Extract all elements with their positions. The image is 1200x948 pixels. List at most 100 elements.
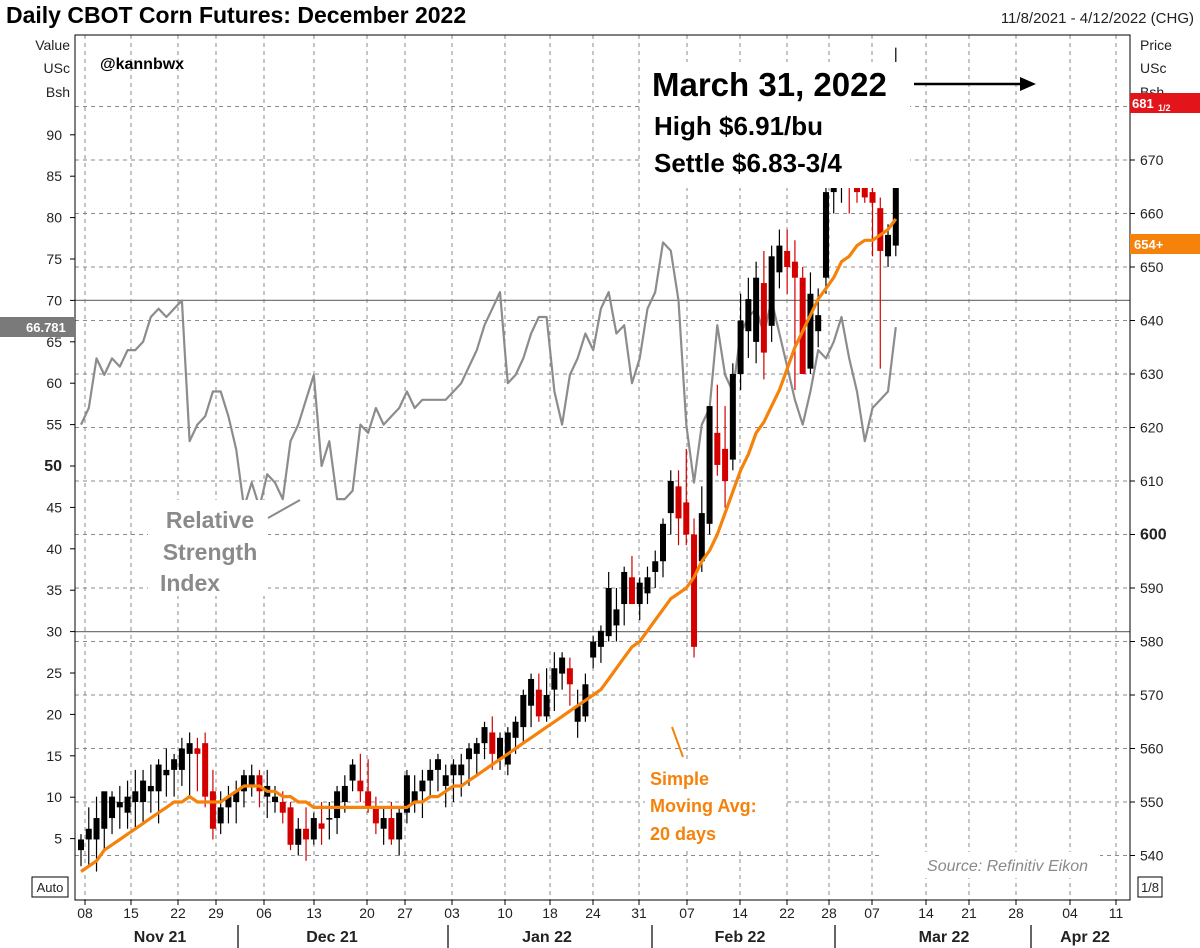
candle xyxy=(698,486,705,572)
candle xyxy=(194,737,201,792)
candle xyxy=(396,807,403,856)
rsi-label-pointer xyxy=(267,499,301,519)
candle xyxy=(675,470,682,546)
candle xyxy=(714,384,721,476)
candle-body xyxy=(543,695,550,717)
date-tick-label: 18 xyxy=(542,905,558,921)
candle-body xyxy=(349,764,356,781)
price-tick-label: 560 xyxy=(1140,741,1164,757)
candle xyxy=(132,769,139,829)
rsi-label-line-2: Strength xyxy=(163,539,258,565)
last-price-text: 681 xyxy=(1132,96,1154,111)
candle-body xyxy=(101,791,108,829)
candle-body xyxy=(551,668,558,690)
price-tick-label: 640 xyxy=(1140,313,1164,329)
candle-body xyxy=(147,785,154,792)
candle xyxy=(473,737,480,776)
candle xyxy=(442,764,449,808)
month-label: Jan 22 xyxy=(522,929,572,946)
date-tick-label: 31 xyxy=(631,905,647,921)
candle-body xyxy=(466,748,472,760)
candle-body xyxy=(520,695,527,728)
candle-body xyxy=(326,818,333,820)
candle-body xyxy=(776,245,783,273)
candle xyxy=(737,293,744,391)
candle-body xyxy=(652,561,659,572)
callout-background xyxy=(642,62,910,188)
ma-label-background xyxy=(645,762,785,850)
candle xyxy=(124,780,131,829)
candle-body xyxy=(784,250,791,267)
last-price-fraction: 1/2 xyxy=(1158,103,1171,113)
grid xyxy=(75,35,1130,900)
candle-body xyxy=(512,721,519,738)
candle-body xyxy=(93,818,100,840)
date-tick-label: 22 xyxy=(779,905,795,921)
source-background xyxy=(880,852,1100,878)
source-text: Source: Refinitiv Eikon xyxy=(927,858,1088,875)
date-tick-label: 20 xyxy=(359,905,375,921)
candle-body xyxy=(303,828,310,840)
axes: 5405505605705805906006106206306406506606… xyxy=(44,34,1167,948)
left-axis-label-3: Bsh xyxy=(46,84,70,100)
month-label: Apr 22 xyxy=(1060,929,1110,946)
candle-body xyxy=(357,780,364,792)
month-label: Dec 21 xyxy=(306,929,358,946)
candle xyxy=(287,802,294,851)
fraction-box[interactable] xyxy=(1137,876,1163,898)
candle-body xyxy=(869,192,876,203)
candle-body xyxy=(225,796,232,808)
candle-body xyxy=(411,791,418,802)
candle xyxy=(248,764,255,797)
rsi-label-line-1: Relative xyxy=(166,507,254,533)
candle xyxy=(116,785,123,829)
handle-text: @kannbwx xyxy=(100,56,184,73)
candle-body xyxy=(807,293,814,369)
candle-body xyxy=(124,796,131,813)
candle-body xyxy=(372,807,379,824)
date-tick-label: 04 xyxy=(1062,905,1078,921)
candle xyxy=(729,363,736,471)
candle-body xyxy=(504,732,511,765)
candle xyxy=(784,229,791,294)
date-tick-label: 07 xyxy=(864,905,880,921)
ma-label-pointer xyxy=(671,726,684,758)
candle xyxy=(101,791,108,851)
auto-scale-button[interactable] xyxy=(31,876,69,898)
candle-body xyxy=(365,791,372,808)
candle-body xyxy=(597,630,604,647)
candle xyxy=(497,732,504,770)
candle xyxy=(318,802,325,845)
price-tick-label: 610 xyxy=(1140,473,1164,489)
candle xyxy=(613,588,620,642)
date-tick-label: 11 xyxy=(1109,905,1124,921)
candle-body xyxy=(434,759,441,770)
candle-body xyxy=(272,796,278,802)
date-tick-label: 14 xyxy=(732,905,748,921)
rsi-label-line-3: Index xyxy=(160,570,220,596)
rsi-tick-label: 85 xyxy=(46,168,62,184)
date-tick-label: 24 xyxy=(585,905,601,921)
price-tick-label: 670 xyxy=(1140,152,1164,168)
fraction-label: 1/8 xyxy=(1141,880,1159,895)
candle xyxy=(450,759,457,802)
candle xyxy=(597,625,604,663)
rsi-tick-label: 5 xyxy=(54,831,62,847)
date-tick-label: 29 xyxy=(208,905,224,921)
candle-body xyxy=(194,748,201,754)
candle xyxy=(303,807,310,861)
rsi-tick-label: 80 xyxy=(46,210,62,226)
candle-body xyxy=(256,775,263,792)
candle-body xyxy=(388,818,395,840)
candle-body xyxy=(233,791,240,802)
candle-body xyxy=(489,732,496,754)
ma-value-tag xyxy=(1130,234,1200,254)
candle-body xyxy=(419,780,426,792)
candle xyxy=(791,240,798,391)
candle xyxy=(109,791,116,835)
callout-settle: Settle $6.83-3/4 xyxy=(654,148,842,178)
candle-body xyxy=(396,812,403,840)
candle-body xyxy=(178,748,185,770)
price-tick-label: 540 xyxy=(1140,848,1164,864)
